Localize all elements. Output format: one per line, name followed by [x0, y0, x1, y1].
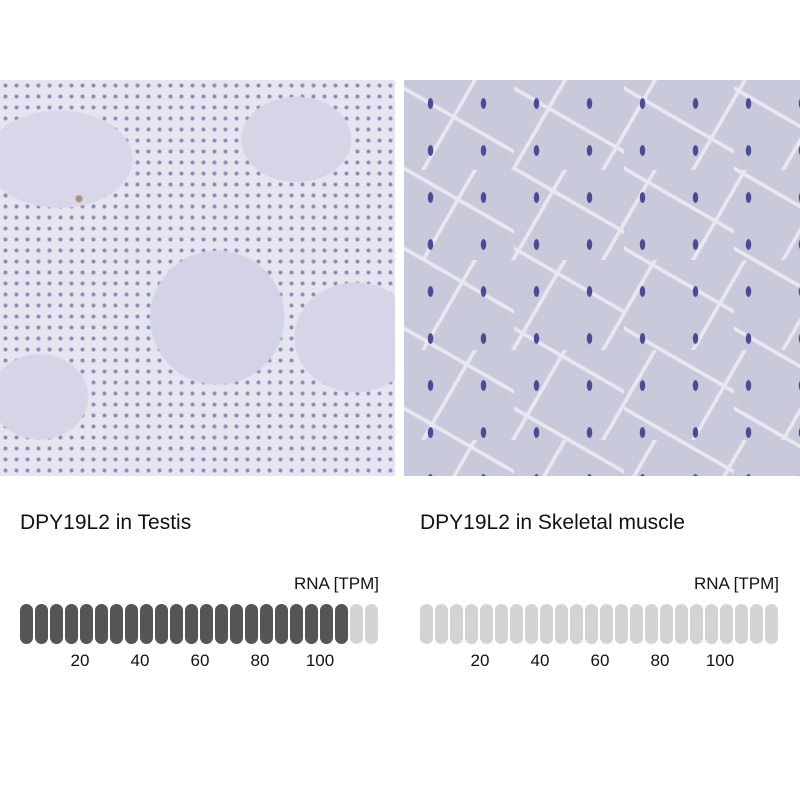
rna-bar-segment	[125, 604, 138, 644]
rna-bar-segment	[765, 604, 778, 644]
rna-bar-segment	[555, 604, 568, 644]
panel-title-testis: DPY19L2 in Testis	[20, 511, 192, 534]
rna-bar-segment	[140, 604, 153, 644]
tick-label: 20	[470, 651, 490, 670]
rna-bar-segment	[630, 604, 643, 644]
tick-label: 100	[305, 651, 335, 670]
rna-bar-segment	[690, 604, 703, 644]
rna-label-muscle: RNA [TPM]	[693, 574, 779, 593]
rna-bar-segment	[720, 604, 733, 644]
rna-bar-segment	[215, 604, 228, 644]
rna-bar-segment	[495, 604, 508, 644]
skeletal-muscle-tissue-image	[404, 80, 800, 476]
rna-label-testis: RNA [TPM]	[293, 574, 379, 593]
rna-bar-segment	[350, 604, 363, 644]
rna-bar-segment	[645, 604, 658, 644]
rna-bar-segment	[185, 604, 198, 644]
rna-bar-segment	[435, 604, 448, 644]
rna-bar-segment	[365, 604, 378, 644]
tick-label: 40	[530, 651, 550, 670]
rna-bar-segment	[450, 604, 463, 644]
rna-bar-segment	[35, 604, 48, 644]
rna-bar-segment	[110, 604, 123, 644]
rna-bar-segment	[705, 604, 718, 644]
rna-bar-segment	[525, 604, 538, 644]
rna-bar-segment	[65, 604, 78, 644]
rna-bar-segment	[275, 604, 288, 644]
rna-bar-segment	[675, 604, 688, 644]
panel-title-muscle: DPY19L2 in Skeletal muscle	[420, 511, 685, 534]
rna-bar-segment	[20, 604, 33, 644]
rna-bar-segment	[155, 604, 168, 644]
rna-bar-segment	[335, 604, 348, 644]
rna-bar-segment	[50, 604, 63, 644]
tick-label: 60	[190, 651, 210, 670]
rna-bar-segment	[570, 604, 583, 644]
rna-bar-segment	[735, 604, 748, 644]
tick-label: 40	[130, 651, 150, 670]
testis-tissue-image	[0, 80, 395, 476]
rna-bar-segment	[585, 604, 598, 644]
rna-bar-segment	[510, 604, 523, 644]
tick-label: 60	[590, 651, 610, 670]
rna-bar-segment	[245, 604, 258, 644]
rna-bar-segment	[660, 604, 673, 644]
rna-bar-segment	[170, 604, 183, 644]
rna-bar-segment	[615, 604, 628, 644]
rna-bar-segment	[420, 604, 433, 644]
tick-label: 80	[650, 651, 670, 670]
rna-bar-segment	[290, 604, 303, 644]
rna-bar-segment	[320, 604, 333, 644]
rna-bar-segment	[540, 604, 553, 644]
tick-label: 20	[70, 651, 90, 670]
tick-label: 100	[705, 651, 735, 670]
tick-label: 80	[250, 651, 270, 670]
rna-bar-segment	[480, 604, 493, 644]
rna-bar-segment	[200, 604, 213, 644]
rna-bar-segment	[260, 604, 273, 644]
rna-bar-segment	[80, 604, 93, 644]
rna-bar-segment	[95, 604, 108, 644]
rna-bar-segment	[230, 604, 243, 644]
rna-bar-segment	[465, 604, 478, 644]
rna-bar-segment	[750, 604, 763, 644]
rna-bar-segment	[305, 604, 318, 644]
rna-bar-segment	[600, 604, 613, 644]
